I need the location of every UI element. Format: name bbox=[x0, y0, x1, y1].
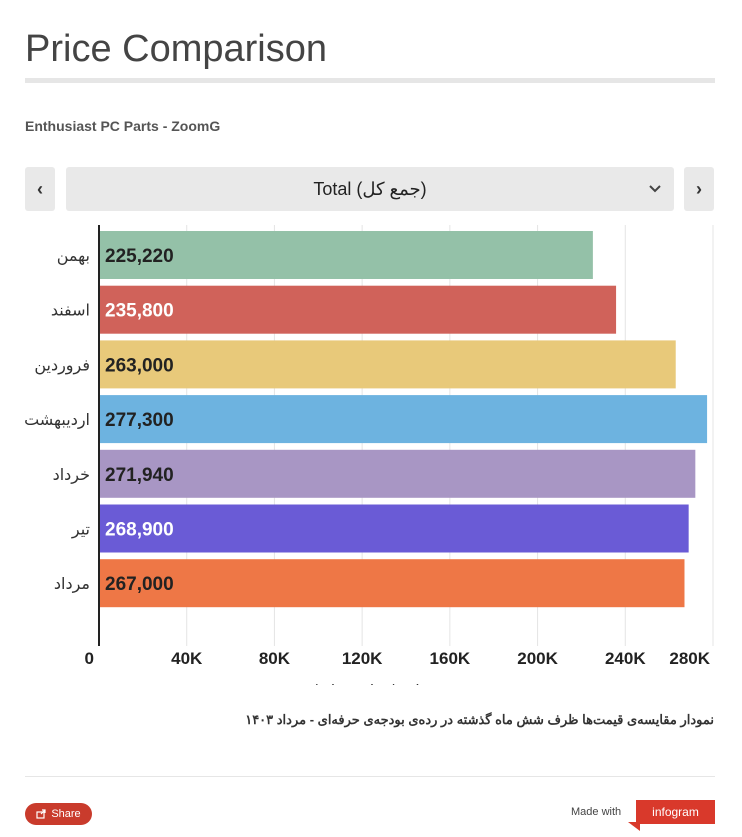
x-tick-label: 80K bbox=[259, 649, 291, 668]
bar bbox=[99, 285, 617, 334]
brand-logo-tail bbox=[628, 822, 640, 831]
bar-value-label: 271,940 bbox=[105, 465, 174, 486]
page-title: Price Comparison bbox=[25, 28, 327, 70]
x-tick-label: 200K bbox=[517, 649, 558, 668]
bar bbox=[99, 340, 676, 389]
share-icon bbox=[36, 809, 46, 819]
category-label: تیر bbox=[71, 520, 90, 540]
category-label: مرداد bbox=[54, 574, 90, 594]
previous-button[interactable]: ‹ bbox=[25, 167, 55, 211]
bar-value-label: 235,800 bbox=[105, 301, 174, 322]
bar-chart: 225,220 بهمن 235,800 اسفند 263,000 فروردین 277… bbox=[24, 225, 714, 685]
next-button[interactable]: › bbox=[684, 167, 714, 211]
chevron-left-icon: ‹ bbox=[37, 179, 43, 199]
category-label: بهمن bbox=[57, 246, 90, 266]
x-axis-title: قیمت بر مبنای (هزار تومان) bbox=[313, 681, 500, 685]
footer-divider bbox=[25, 776, 715, 777]
category-label: اردیبهشت bbox=[24, 410, 90, 430]
made-with-text: Made with bbox=[571, 806, 622, 818]
bar bbox=[99, 559, 685, 608]
category-label: اسفند bbox=[51, 301, 90, 320]
x-tick-label: 160K bbox=[430, 649, 471, 668]
chevron-down-icon bbox=[649, 185, 661, 193]
bar-value-label: 277,300 bbox=[105, 410, 174, 431]
bar bbox=[99, 504, 689, 553]
chart-subtitle: Enthusiast PC Parts - ZoomG bbox=[25, 118, 221, 134]
category-label: فروردین bbox=[34, 355, 90, 375]
bar-value-label: 268,900 bbox=[105, 520, 174, 541]
bar-value-label: 267,000 bbox=[105, 574, 174, 595]
bar bbox=[99, 231, 593, 279]
title-divider bbox=[25, 78, 715, 83]
share-button[interactable]: Share bbox=[25, 803, 92, 825]
dataset-select-value: Total (جمع کل) bbox=[313, 178, 427, 199]
infogram-logo[interactable]: infogram bbox=[636, 800, 715, 824]
x-tick-label: 280K bbox=[669, 649, 710, 668]
x-tick-label: 120K bbox=[342, 649, 383, 668]
chart-caption: نمودار مقایسه‌ی قیمت‌ها ظرف شش ماه گذشته… bbox=[245, 712, 714, 727]
chevron-right-icon: › bbox=[696, 179, 702, 199]
bar bbox=[99, 449, 696, 498]
x-tick-label: 240K bbox=[605, 649, 646, 668]
category-label: خرداد bbox=[53, 465, 90, 485]
bar-value-label: 225,220 bbox=[105, 246, 174, 267]
bar bbox=[99, 395, 708, 444]
bar-value-label: 263,000 bbox=[105, 355, 174, 376]
dataset-select[interactable]: Total (جمع کل) bbox=[66, 167, 674, 211]
share-label: Share bbox=[51, 808, 81, 820]
x-tick-label: 40K bbox=[171, 649, 203, 668]
x-tick-label: 0 bbox=[85, 649, 94, 668]
